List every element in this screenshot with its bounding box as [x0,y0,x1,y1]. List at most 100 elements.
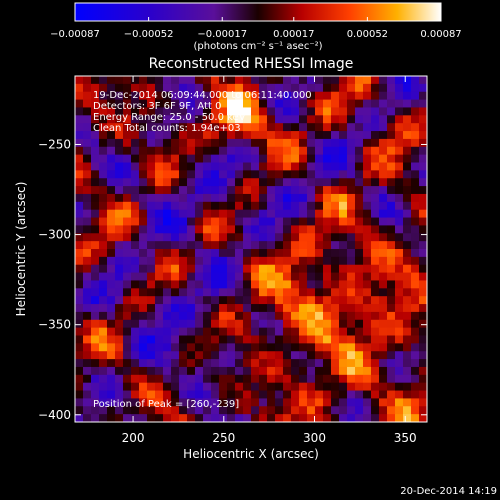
heatmap-cell [243,288,252,297]
heatmap-cell [283,296,292,305]
heatmap-cell [411,209,420,219]
heatmap-cell [363,209,372,219]
heatmap-cell [275,398,284,407]
heatmap-cell [251,225,260,234]
heatmap-cell [91,241,100,250]
heatmap-cell [123,193,132,203]
heatmap-cell [307,406,316,415]
heatmap-cell [347,99,356,109]
heatmap-cell [323,107,332,116]
heatmap-cell [155,154,164,164]
heatmap-cell [355,123,364,132]
heatmap-cell [219,131,228,140]
heatmap-cell [187,131,196,140]
heatmap-cell [163,146,172,156]
heatmap-cell [155,296,164,305]
heatmap-cell [419,319,427,329]
heatmap-cell [227,390,236,400]
heatmap-cell [323,233,332,242]
heatmap-cell [355,398,364,407]
heatmap-cell [411,351,420,360]
heatmap-cell [123,256,132,266]
heatmap-cell [347,256,356,266]
heatmap-cell [283,146,292,156]
heatmap-cell [219,193,228,203]
heatmap-cell [267,99,276,109]
heatmap-cell [419,123,427,132]
heatmap-cell [123,201,132,211]
heatmap-cell [219,107,228,116]
heatmap-cell [171,414,180,422]
heatmap-cell [91,217,100,227]
heatmap-cell [347,398,356,407]
heatmap-cell [203,351,212,360]
heatmap-cell [419,193,427,203]
heatmap-cell [371,374,380,384]
heatmap-cell [307,398,316,407]
heatmap-cell [203,319,212,329]
heatmap-cell [219,233,228,242]
heatmap-cell [187,201,196,211]
heatmap-cell [339,170,348,179]
heatmap-cell [355,296,364,305]
heatmap-cell [243,351,252,360]
heatmap-cell [179,327,188,337]
heatmap-cell [339,398,348,407]
heatmap-cell [195,138,204,148]
heatmap-cell [419,414,427,422]
heatmap-cell [235,186,244,195]
heatmap-cell [267,327,276,337]
heatmap-cell [331,304,340,313]
heatmap-cell [371,406,380,415]
heatmap-cell [139,154,148,164]
heatmap-cell [331,217,340,227]
heatmap-cell [395,154,404,164]
heatmap-cell [387,186,396,195]
heatmap-cell [403,256,412,266]
heatmap-cell [123,217,132,227]
heatmap-cell [75,414,84,422]
heatmap-cell [411,76,420,85]
heatmap-cell [235,193,244,203]
heatmap-cell [403,91,412,101]
heatmap-cell [363,99,372,109]
heatmap-cell [275,366,284,376]
colorbar-gradient [74,2,442,22]
heatmap-cell [363,335,372,344]
heatmap-cell [299,398,308,407]
heatmap-cell [107,107,116,116]
heatmap-cell [395,115,404,124]
heatmap-cell [403,406,412,415]
heatmap-cell [131,170,140,179]
heatmap-cell [139,256,148,266]
heatmap-cell [267,249,276,258]
heatmap-cell [147,272,156,282]
heatmap-cell [323,249,332,258]
heatmap-cell [251,296,260,305]
heatmap-cell [75,123,84,132]
heatmap-cell [211,131,220,140]
heatmap-cell [123,304,132,313]
heatmap-cell [315,99,324,109]
heatmap-cell [355,76,364,85]
heatmap-cell [195,162,204,171]
heatmap-cell [387,115,396,124]
heatmap-cell [147,115,156,124]
heatmap-cell [283,414,292,422]
heatmap-cell [91,319,100,329]
heatmap-cell [411,288,420,297]
heatmap-cell [267,311,276,321]
heatmap-cell [411,91,420,101]
colorbar: −0.00087 −0.00052 −0.00017 0.00017 0.00052 0.… [50,2,462,52]
heatmap-cell [363,233,372,242]
heatmap-cell [155,304,164,313]
heatmap-cell [283,256,292,266]
heatmap-cell [339,201,348,211]
heatmap-cell [387,414,396,422]
heatmap-cell [259,327,268,337]
heatmap-cell [411,304,420,313]
heatmap-cell [387,217,396,227]
heatmap-cell [395,217,404,227]
heatmap-cell [331,414,340,422]
heatmap-cell [139,91,148,101]
